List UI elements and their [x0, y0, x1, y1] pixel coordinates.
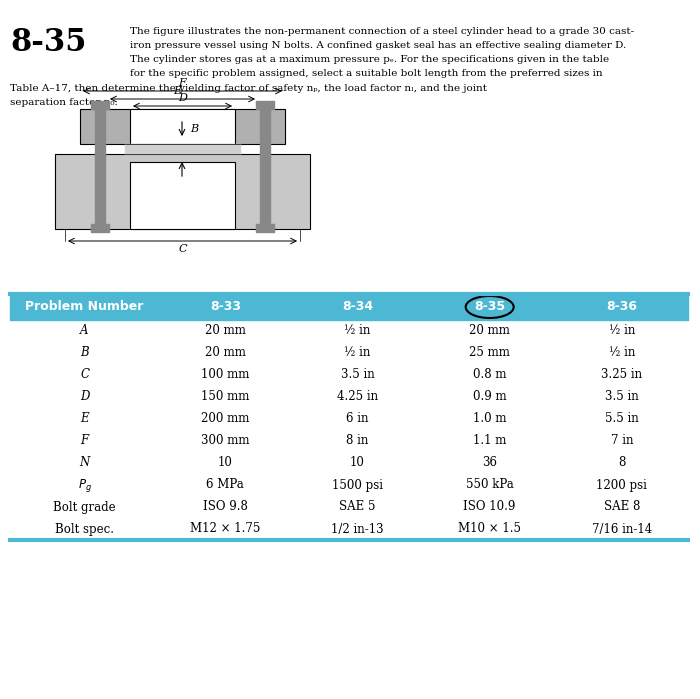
Text: ISO 10.9: ISO 10.9	[463, 500, 516, 514]
Text: D: D	[178, 93, 187, 103]
Text: Problem Number: Problem Number	[25, 301, 143, 313]
Text: The figure illustrates the non-permanent connection of a steel cylinder head to : The figure illustrates the non-permanent…	[130, 27, 634, 36]
Text: SAE 5: SAE 5	[340, 500, 376, 514]
Text: 7/16 in-14: 7/16 in-14	[592, 522, 652, 535]
Text: 20 mm: 20 mm	[205, 347, 246, 359]
Polygon shape	[10, 518, 688, 540]
Text: M10 × 1.5: M10 × 1.5	[458, 522, 522, 535]
Text: ½ in: ½ in	[344, 324, 371, 338]
Text: 0.8 m: 0.8 m	[473, 368, 506, 382]
Text: Bolt grade: Bolt grade	[53, 500, 116, 514]
Polygon shape	[10, 364, 688, 386]
Text: 3.5 in: 3.5 in	[605, 391, 639, 403]
Text: 1.0 m: 1.0 m	[473, 412, 506, 426]
Polygon shape	[10, 452, 688, 474]
Text: C: C	[80, 368, 89, 382]
Text: 3.25 in: 3.25 in	[601, 368, 643, 382]
Text: B: B	[80, 347, 89, 359]
Text: 1500 psi: 1500 psi	[332, 479, 383, 491]
Text: 150 mm: 150 mm	[201, 391, 249, 403]
Text: 10: 10	[218, 456, 232, 470]
Text: 36: 36	[482, 456, 497, 470]
Text: 3.5 in: 3.5 in	[341, 368, 374, 382]
Text: 200 mm: 200 mm	[201, 412, 249, 426]
Text: $P_g$: $P_g$	[78, 477, 92, 493]
Polygon shape	[55, 154, 310, 229]
Text: 20 mm: 20 mm	[469, 324, 510, 338]
Polygon shape	[10, 294, 688, 320]
Polygon shape	[10, 408, 688, 430]
Polygon shape	[80, 109, 285, 144]
Text: 550 kPa: 550 kPa	[466, 479, 514, 491]
Polygon shape	[10, 320, 688, 342]
Polygon shape	[130, 162, 235, 229]
Text: 8-33: 8-33	[210, 301, 241, 313]
Text: 6 in: 6 in	[346, 412, 369, 426]
Text: 8-35: 8-35	[474, 301, 505, 313]
Text: ½ in: ½ in	[344, 347, 371, 359]
Polygon shape	[10, 430, 688, 452]
Text: 8 in: 8 in	[346, 435, 369, 447]
Text: 1.1 m: 1.1 m	[473, 435, 506, 447]
Text: B: B	[190, 124, 198, 134]
Text: C: C	[178, 244, 187, 254]
Text: N: N	[80, 456, 90, 470]
Text: 300 mm: 300 mm	[201, 435, 249, 447]
Text: for the specific problem assigned, select a suitable bolt length from the prefer: for the specific problem assigned, selec…	[130, 69, 603, 78]
Text: 4.25 in: 4.25 in	[337, 391, 378, 403]
Text: E: E	[80, 412, 89, 426]
Text: 7 in: 7 in	[610, 435, 633, 447]
Polygon shape	[10, 496, 688, 518]
Polygon shape	[10, 342, 688, 364]
Text: ½ in: ½ in	[609, 324, 635, 338]
Text: SAE 8: SAE 8	[603, 500, 640, 514]
Text: 25 mm: 25 mm	[469, 347, 510, 359]
Text: 1/2 in-13: 1/2 in-13	[331, 522, 384, 535]
Text: 8-35: 8-35	[10, 27, 86, 58]
Text: separation factor n₀.: separation factor n₀.	[10, 98, 118, 107]
Text: iron pressure vessel using N bolts. A confined gasket seal has an effective seal: iron pressure vessel using N bolts. A co…	[130, 41, 626, 50]
Text: 10: 10	[350, 456, 365, 470]
Polygon shape	[10, 474, 688, 496]
Text: 100 mm: 100 mm	[201, 368, 249, 382]
Text: Bolt spec.: Bolt spec.	[55, 522, 114, 535]
Text: 20 mm: 20 mm	[205, 324, 246, 338]
Text: 8-36: 8-36	[606, 301, 638, 313]
Polygon shape	[130, 109, 235, 144]
Text: D: D	[80, 391, 90, 403]
Text: F: F	[80, 435, 89, 447]
Text: F: F	[178, 78, 186, 88]
Text: 1200 psi: 1200 psi	[596, 479, 648, 491]
Text: 6 MPa: 6 MPa	[206, 479, 244, 491]
Text: ½ in: ½ in	[609, 347, 635, 359]
Text: 8: 8	[618, 456, 626, 470]
Text: E: E	[174, 86, 181, 96]
Text: M12 × 1.75: M12 × 1.75	[190, 522, 260, 535]
Text: 8-34: 8-34	[342, 301, 373, 313]
Text: 0.9 m: 0.9 m	[473, 391, 507, 403]
Text: Table A–17, then determine the yielding factor of safety nₚ, the load factor nₗ,: Table A–17, then determine the yielding …	[10, 84, 487, 93]
Text: A: A	[80, 324, 89, 338]
Text: 5.5 in: 5.5 in	[605, 412, 639, 426]
Polygon shape	[10, 386, 688, 408]
Text: ISO 9.8: ISO 9.8	[203, 500, 248, 514]
Text: The cylinder stores gas at a maximum pressure pₑ. For the specifications given i: The cylinder stores gas at a maximum pre…	[130, 55, 609, 64]
